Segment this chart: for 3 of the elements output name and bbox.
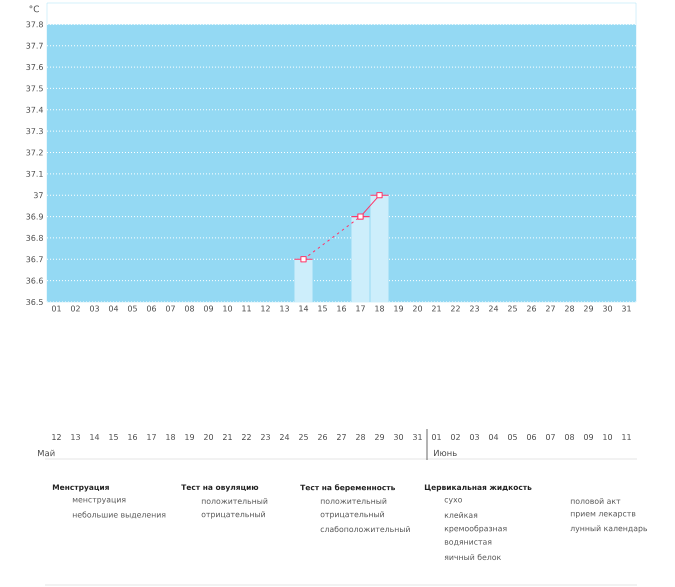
- y-axis-title: °C: [30, 6, 39, 12]
- text: Июнь: [434, 450, 457, 456]
- text: Май: [38, 450, 54, 456]
